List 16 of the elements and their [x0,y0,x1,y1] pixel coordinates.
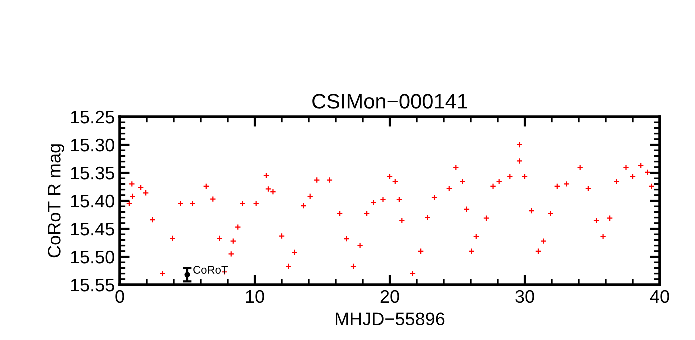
y-tick-label: 15.50 [71,250,114,264]
y-tick-label: 15.35 [71,166,114,180]
x-axis-title: MHJD−55896 [336,312,445,326]
y-tick-label: 15.30 [71,138,114,152]
x-tick-label: 10 [246,290,264,304]
annotation: CoRoT [194,266,228,274]
y-tick-label: 15.40 [71,194,114,208]
chart-title: CSIMon−000141 [312,94,468,109]
y-tick-label: 15.25 [71,110,114,124]
x-tick-label: 0 [116,290,124,304]
x-tick-label: 20 [380,290,400,304]
y-axis-title: CoRoT R mag [48,144,64,258]
x-tick-label: 30 [516,290,534,304]
x-tick-label: 40 [650,290,670,304]
y-tick-label: 15.55 [71,279,114,292]
y-tick-label: 15.45 [71,223,114,236]
